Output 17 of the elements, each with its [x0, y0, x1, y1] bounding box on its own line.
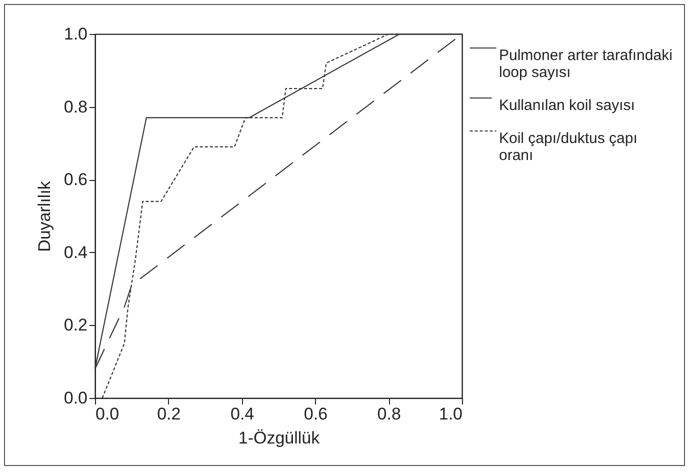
x-axis-title: 1-Özgüllük — [238, 428, 320, 448]
y-axis-title: Duyarlılık — [34, 180, 54, 252]
y-tick-label: 0.4 — [64, 242, 88, 262]
y-tick-label: 0.8 — [64, 97, 88, 116]
y-tick-label: 0.2 — [64, 316, 88, 335]
x-tick-label: 0.8 — [377, 404, 401, 424]
legend-label: Pulmoner arter tarafındaki loop sayısı — [499, 47, 672, 81]
y-tick-label: 1.0 — [64, 24, 88, 44]
y-tick-label: 0.6 — [64, 170, 88, 190]
x-tick-label: 0.2 — [157, 404, 181, 424]
legend-label: Koil çapı/duktus çapı oranı — [499, 130, 638, 164]
x-tick-label: 0.6 — [304, 404, 328, 424]
x-tick-label: 0.0 — [96, 404, 120, 424]
x-tick-label: 0.4 — [230, 404, 254, 424]
y-tick-label: 0.0 — [64, 388, 88, 408]
legend-label: Kullanılan koil sayısı — [499, 97, 635, 114]
x-tick-label: 1.0 — [438, 404, 462, 424]
